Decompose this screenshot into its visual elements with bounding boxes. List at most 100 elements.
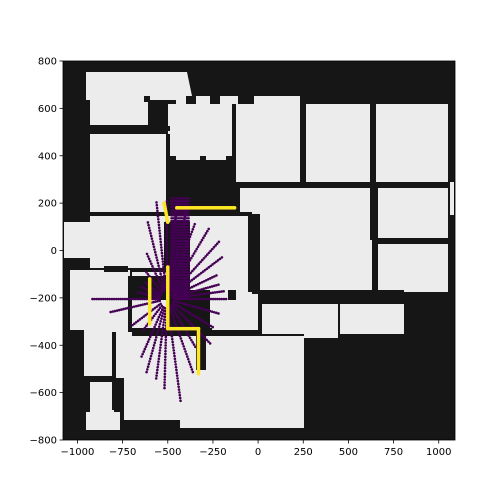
ray-point (164, 352, 167, 356)
ray-point (117, 297, 120, 301)
ray-point (164, 349, 167, 353)
ray-point (153, 250, 157, 254)
ray-point (192, 294, 195, 297)
ray-point (187, 214, 190, 217)
ray-point (151, 316, 154, 320)
ray-point (152, 267, 155, 271)
free-space-region (378, 188, 448, 240)
ray-point (165, 259, 169, 263)
ray-point (165, 225, 169, 229)
ray-point (156, 215, 160, 218)
ray-point (157, 218, 160, 221)
ray-point (187, 228, 190, 231)
ray-point (176, 308, 179, 312)
ray-point (153, 306, 157, 310)
ray-point (202, 256, 206, 260)
wall-segment (252, 290, 404, 294)
ray-point (157, 328, 160, 331)
ray-point (198, 297, 202, 301)
ray-point (141, 292, 144, 295)
ray-point (142, 315, 146, 318)
ray-point (196, 297, 200, 301)
ray-point (180, 339, 184, 343)
ray-point (170, 335, 174, 338)
ray-point (162, 321, 166, 324)
ray-point (154, 295, 157, 298)
ray-point (147, 362, 151, 366)
ray-point (154, 297, 157, 301)
ray-point (165, 245, 169, 249)
ray-point (130, 305, 134, 309)
ray-point (157, 354, 161, 358)
ray-point (97, 297, 101, 301)
ray-point (159, 340, 163, 344)
ray-point (203, 320, 207, 324)
ray-point (187, 276, 190, 280)
ray-point (155, 201, 158, 204)
x-tick-label: −1000 (61, 447, 95, 458)
ray-point (207, 227, 210, 231)
ray-point (120, 308, 123, 311)
free-space-region (86, 412, 120, 430)
ray-point (159, 237, 162, 241)
ray-point (154, 272, 157, 275)
ray-point (163, 279, 167, 283)
ray-point (217, 283, 220, 286)
ray-point (162, 323, 165, 327)
ray-point (150, 262, 153, 266)
ray-point (158, 349, 162, 352)
ray-point (187, 225, 190, 229)
ray-point (137, 291, 140, 294)
wall-segment (186, 96, 196, 104)
ray-point (160, 254, 164, 258)
ray-point (215, 283, 218, 287)
ray-point (179, 301, 182, 305)
wall-segment (374, 238, 448, 242)
ray-point (163, 358, 167, 361)
ray-point (161, 260, 165, 263)
ray-point (156, 297, 159, 301)
ray-point (218, 257, 222, 261)
ray-point (145, 293, 149, 296)
ray-point (152, 281, 156, 284)
x-tick-label: 0 (255, 447, 261, 458)
ray-point (216, 258, 220, 262)
ray-point (165, 262, 169, 266)
ray-point (224, 297, 228, 301)
ray-point (156, 363, 160, 366)
ray-point (162, 265, 165, 269)
ray-point (206, 309, 210, 312)
ray-point (187, 285, 190, 288)
wall-segment (168, 156, 176, 160)
ray-point (121, 297, 125, 301)
ray-point (145, 270, 148, 274)
ray-point (156, 212, 160, 215)
ray-point (187, 231, 190, 234)
ray-point (191, 313, 195, 317)
ray-point (213, 297, 217, 301)
x-tick-label: 250 (294, 447, 313, 458)
ray-point (204, 278, 208, 282)
ray-point (196, 282, 200, 286)
ray-point (187, 251, 190, 254)
ray-point (142, 286, 146, 290)
ray-point (157, 287, 160, 290)
ray-point (155, 203, 159, 207)
ray-point (186, 357, 190, 361)
ray-point (152, 314, 156, 318)
ray-point (143, 297, 146, 301)
ray-point (218, 297, 221, 301)
ray-point (158, 229, 161, 232)
ray-point (191, 341, 194, 344)
ray-point (198, 293, 202, 296)
ray-point (150, 333, 153, 336)
ray-point (191, 305, 195, 308)
ray-point (141, 352, 144, 356)
ray-point (194, 275, 197, 279)
ray-point (165, 231, 169, 235)
ray-point (164, 338, 168, 342)
ray-point (191, 370, 195, 374)
ray-point (163, 381, 166, 384)
ray-point (189, 233, 193, 236)
ray-point (190, 368, 194, 371)
